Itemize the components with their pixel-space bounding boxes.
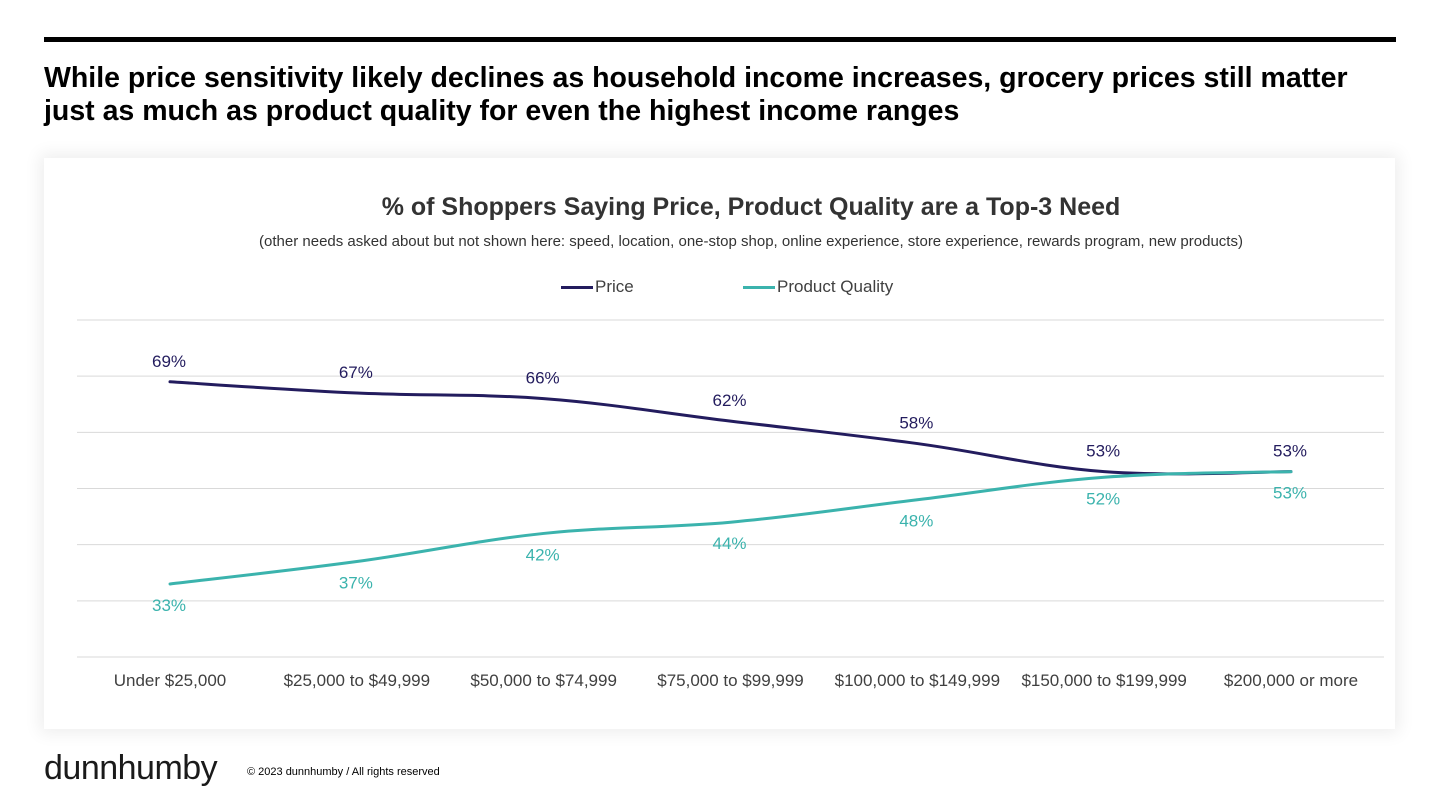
legend-label-price: Price: [595, 277, 634, 296]
data-label-product-quality: 52%: [1086, 489, 1120, 508]
data-label-product-quality: 53%: [1273, 484, 1307, 503]
data-label-product-quality: 44%: [712, 534, 746, 553]
data-label-price: 58%: [899, 414, 933, 433]
data-label-price: 66%: [526, 369, 560, 388]
legend-label-product-quality: Product Quality: [777, 277, 894, 296]
data-label-price: 62%: [712, 391, 746, 410]
x-tick-label: $150,000 to $199,999: [1021, 671, 1186, 690]
data-label-product-quality: 37%: [339, 574, 373, 593]
chart-title: % of Shoppers Saying Price, Product Qual…: [381, 193, 1121, 221]
legend-item-price: Price: [561, 277, 634, 297]
x-tick-label: $100,000 to $149,999: [835, 671, 1000, 690]
x-tick-label: Under $25,000: [114, 671, 226, 690]
legend-swatch-price: [561, 285, 593, 289]
data-label-price: 69%: [152, 352, 186, 371]
series-line-price: [168, 380, 1293, 476]
series-line-product-quality: [168, 470, 1293, 586]
x-tick-label: $200,000 or more: [1224, 671, 1358, 690]
legend-swatch-product-quality: [743, 285, 775, 289]
top-rule: [44, 37, 1396, 42]
chart-card: [44, 158, 1395, 729]
x-tick-label: $50,000 to $74,999: [470, 671, 617, 690]
x-tick-label: $25,000 to $49,999: [284, 671, 431, 690]
x-tick-label: $75,000 to $99,999: [657, 671, 804, 690]
chart-subtitle: (other needs asked about but not shown h…: [259, 233, 1243, 250]
slide-headline: While price sensitivity likely declines …: [44, 62, 1348, 127]
data-label-price: 53%: [1273, 442, 1307, 461]
legend-item-product-quality: Product Quality: [743, 277, 893, 297]
dunnhumby-logo: dunnhumby: [44, 749, 218, 787]
chart-legend: Price Product Quality: [0, 277, 1440, 299]
data-label-price: 67%: [339, 363, 373, 382]
copyright-text: © 2023 dunnhumby / All rights reserved: [247, 766, 440, 778]
data-label-product-quality: 42%: [526, 545, 560, 564]
data-label-product-quality: 33%: [152, 596, 186, 615]
data-label-product-quality: 48%: [899, 512, 933, 531]
data-label-price: 53%: [1086, 442, 1120, 461]
